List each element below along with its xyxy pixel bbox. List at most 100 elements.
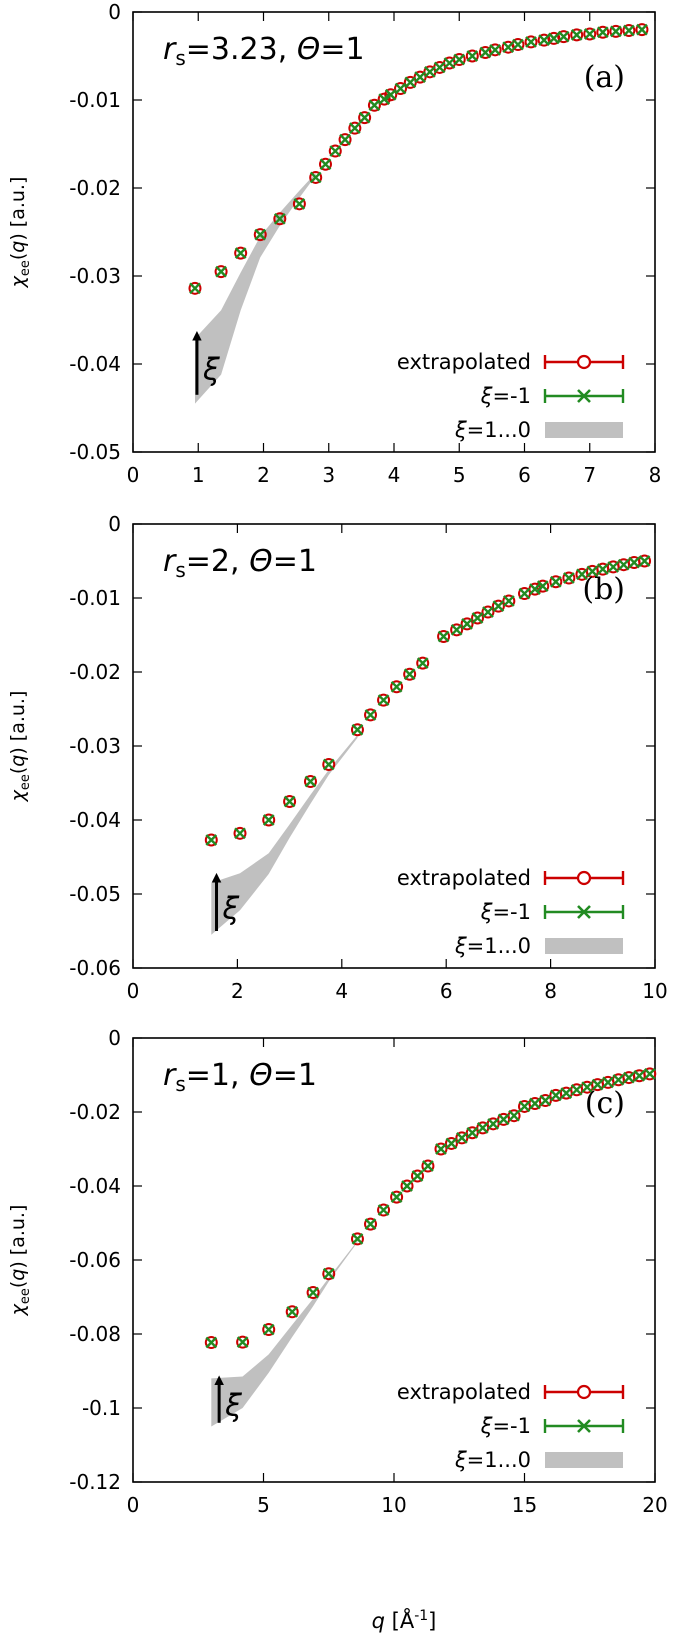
point-extrapolated	[377, 1203, 391, 1217]
point-xi-minus-1	[518, 1100, 531, 1113]
point-xi-minus-1	[612, 1073, 625, 1086]
point-xi-minus-1	[416, 657, 429, 669]
point-xi-minus-1	[329, 145, 342, 157]
point-xi-minus-1	[638, 555, 651, 567]
point-xi-minus-1	[596, 26, 609, 39]
x-tick-label: 4	[388, 463, 401, 487]
point-xi-minus-1	[254, 228, 267, 241]
point-xi-minus-1	[502, 41, 515, 54]
point-xi-minus-1	[286, 1305, 299, 1318]
point-xi-minus-1	[471, 612, 484, 624]
x-tick-label: 2	[257, 463, 270, 487]
y-axis-label: χee(q) [a.u.]	[7, 177, 33, 289]
point-extrapolated	[596, 25, 610, 39]
y-tick-label: -0.03	[69, 264, 121, 288]
xi-arrow-label: ξ	[222, 891, 240, 926]
point-xi-minus-1	[404, 76, 417, 89]
legend-marker-x	[577, 389, 591, 403]
y-tick-label: -0.02	[69, 1100, 121, 1124]
point-xi-minus-1	[487, 1117, 500, 1130]
point-xi-minus-1	[351, 723, 364, 736]
point-xi-minus-1	[602, 1076, 614, 1089]
legend-label: extrapolated	[397, 1380, 531, 1404]
panel-tag: (b)	[582, 572, 625, 607]
point-xi-minus-1	[492, 600, 505, 612]
point-xi-minus-1	[628, 556, 640, 569]
y-tick-label: -0.06	[69, 956, 121, 980]
xi-arrow-label: ξ	[202, 352, 220, 387]
legend-marker-circle	[576, 1384, 592, 1400]
point-xi-minus-1	[596, 563, 609, 575]
point-xi-minus-1	[636, 23, 648, 36]
point-extrapolated	[253, 228, 267, 242]
point-xi-minus-1	[364, 709, 377, 721]
point-extrapolated	[390, 680, 404, 694]
x-tick-label: 5	[257, 1493, 270, 1517]
point-xi-minus-1	[293, 197, 306, 210]
point-xi-minus-1	[322, 758, 335, 771]
legend-marker-x	[577, 1419, 591, 1433]
point-xi-minus-1	[351, 1233, 364, 1245]
legend-label: extrapolated	[397, 866, 531, 890]
panel-annotation: rs=1, Θ=1	[163, 1058, 317, 1096]
x-tick-label: 15	[512, 1493, 537, 1517]
point-xi-minus-1	[538, 34, 550, 47]
x-tick-label: 3	[322, 463, 335, 487]
point-extrapolated	[322, 758, 336, 771]
point-xi-minus-1	[437, 630, 450, 643]
point-extrapolated	[403, 667, 417, 681]
band-xi-1-0	[211, 1240, 358, 1427]
point-extrapolated	[394, 82, 408, 96]
point-extrapolated	[350, 1232, 364, 1246]
x-tick-label: 10	[642, 979, 667, 1003]
point-xi-minus-1	[482, 606, 494, 618]
y-tick-label: -0.04	[69, 352, 121, 376]
legend: extrapolated ξ=-1 ξ=1...0	[397, 1380, 625, 1472]
point-xi-minus-1	[610, 25, 622, 38]
point-xi-minus-1	[450, 623, 463, 636]
point-extrapolated	[318, 157, 332, 171]
point-extrapolated	[421, 1159, 435, 1173]
legend-label: ξ=1...0	[454, 1448, 531, 1472]
point-xi-minus-1	[570, 1083, 583, 1096]
point-xi-minus-1	[394, 82, 407, 95]
point-xi-minus-1	[539, 1094, 552, 1107]
point-extrapolated	[292, 197, 306, 211]
point-extrapolated	[609, 24, 623, 38]
point-xi-minus-1	[205, 834, 218, 846]
point-xi-minus-1	[443, 57, 456, 69]
x-tick-label: 20	[642, 1493, 667, 1517]
point-xi-minus-1	[643, 1068, 656, 1080]
band-xi-1-0	[195, 173, 316, 404]
point-extrapolated	[322, 1267, 336, 1281]
point-extrapolated	[450, 623, 464, 637]
point-extrapolated	[204, 833, 218, 847]
point-xi-minus-1	[591, 1078, 604, 1091]
point-extrapolated	[384, 88, 398, 102]
legend-swatch-band	[545, 422, 623, 438]
point-xi-minus-1	[390, 1191, 403, 1203]
point-xi-minus-1	[377, 1204, 390, 1216]
x-tick-label: 4	[335, 979, 348, 1003]
point-extrapolated	[434, 1142, 448, 1156]
point-xi-minus-1	[476, 1122, 489, 1134]
point-xi-minus-1	[377, 694, 390, 706]
point-extrapolated	[622, 23, 636, 37]
x-tick-label: 1	[192, 463, 205, 487]
point-xi-minus-1	[234, 247, 247, 259]
y-tick-label: -0.06	[69, 1248, 121, 1272]
point-extrapolated	[188, 281, 202, 295]
point-xi-minus-1	[623, 1071, 635, 1084]
point-xi-minus-1	[549, 575, 562, 588]
y-tick-label: -0.02	[69, 176, 121, 200]
point-extrapolated	[273, 212, 287, 226]
y-tick-label: -0.02	[69, 660, 121, 684]
point-extrapolated	[262, 813, 276, 827]
panel-a: 0 1 2 3 4 5 6 7 8 0 -0.01 -0.02 -0.03 -0.04 -0.05 χee(q…	[7, 0, 661, 487]
point-xi-minus-1	[617, 558, 630, 571]
x-axis-label: q [Å-1]	[372, 1607, 437, 1633]
point-extrapolated	[348, 121, 362, 135]
point-xi-minus-1	[215, 265, 227, 278]
x-tick-label: 2	[231, 979, 244, 1003]
